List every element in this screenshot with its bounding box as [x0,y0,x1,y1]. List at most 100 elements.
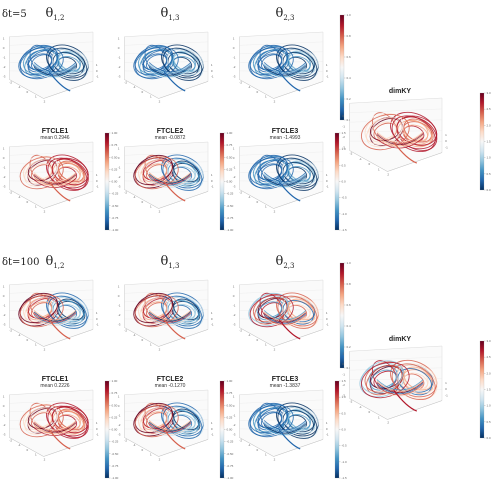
x-axis-line [124,437,159,457]
colorbar-gradient [339,262,345,369]
trajectory-strand [376,384,424,396]
x-tick-label: 2 [44,99,46,103]
colorbar-tick-label: 2.0 [487,371,492,375]
colorbar-gradient [479,340,485,439]
z-tick-label: 1 [118,147,120,151]
y-tick-label: -1 [326,75,329,79]
x-tick-label: -1 [248,85,251,89]
y-tick-label: -1 [326,323,329,327]
trajectory-strand [148,64,192,75]
colorbar-tick-label: 0.00 [112,180,118,184]
x-tick-label: 0 [369,162,371,166]
x-tick-label: 2 [159,209,161,213]
z-tick-label: 1 [342,351,344,355]
trajectory-strand [148,316,192,327]
colorbar-tick-label: 1.5 [487,140,492,144]
attractor-trajectory [359,111,438,164]
colorbar-tick-label: 3.0 [487,91,492,95]
z-tick-label: -3 [342,145,345,149]
trajectory-loop [134,404,179,438]
colorbar-tick-label: -1.00 [112,476,119,480]
x-tick-label: -2 [9,328,12,332]
x-tick-label: -2 [124,190,127,194]
x-tick-label: 2 [387,421,389,425]
colorbar-tick-label: -0.25 [227,440,234,444]
panel-title: θ1,2 [46,6,65,22]
z-tick-label: -2 [118,175,121,179]
trajectory-loop [167,410,199,435]
trajectory-strand [263,421,307,432]
trajectory-strand [148,66,192,77]
colorbar-tick-label: 0.25 [112,167,118,171]
attractor-trajectory [248,292,319,340]
y-tick-label: -1 [211,433,214,437]
trajectory-strand [263,316,307,327]
panel-dimky: dimKY -2 -1 0 1 2 -3 -2 -1 0 1 -1 0 1 3.0 2.5 2.0 1.5 1.0 0… [342,88,491,192]
trajectory-loop [360,112,404,146]
z-tick-label: -1 [233,56,236,60]
panel-mean-label: mean -0.0872 [155,135,186,141]
trajectory-strand [376,382,424,395]
z-tick-label: -2 [3,65,6,69]
trajectory-strand [263,66,307,77]
trajectory-strand [148,420,192,431]
row-label: δt=100 [2,257,40,268]
trajectory-strand [263,423,307,434]
panel-23: θ2,3-2-1012-3-2-101-1011.00.80.60.40.20.… [233,6,351,122]
z-tick-label: -1 [233,414,236,418]
x-tick-label: -1 [133,195,136,199]
z-tick-label: 1 [233,37,235,41]
trajectory-strand [33,316,77,327]
trajectory-tail [278,181,301,202]
trajectory-loop [282,162,314,187]
colorbar-tick-label: -1.00 [227,476,234,480]
panel-title: dimKY [389,88,412,95]
z-tick-label: 1 [233,147,235,151]
x-tick-label: 2 [274,347,276,351]
colorbar-gradient [339,14,345,121]
z-tick-label: -1 [118,304,121,308]
x-tick-label: -2 [9,190,12,194]
trajectory-loop [134,46,179,80]
trajectory-strand [33,426,77,437]
colorbar-tick-label: -0.25 [227,192,234,196]
z-tick-label: -1 [342,372,345,376]
panel-title-subscript: 1,3 [168,14,179,22]
y-tick-label: -1 [96,185,99,189]
x-axis-line [124,327,159,347]
trajectory-loop [360,360,404,394]
colorbar-tick-label: 0.6 [347,55,352,59]
z-tick-label: 0 [3,46,5,50]
y-tick-label: 0 [445,387,447,391]
z-tick-label: 0 [118,46,120,50]
colorbar-tick-label: 1.0 [342,395,347,399]
z-tick-label: 0 [3,404,5,408]
trajectory-loop [249,294,294,328]
colorbar-tick-label: -0.75 [227,216,234,220]
z-tick-label: -1 [342,124,345,128]
colorbar-tick-label: 1.00 [112,131,118,135]
trajectory-strand [33,63,77,74]
x-tick-label: -1 [133,443,136,447]
colorbar-tick-label: 0.25 [227,167,233,171]
z-tick-label: 1 [3,147,5,151]
colorbar: 1.00 0.75 0.50 0.25 0.00 -0.25 -0.50 -0.75 -1.00 [219,379,234,480]
colorbar: 1.00 0.75 0.50 0.25 0.00 -0.25 -0.50 -0.75 -1.00 [219,131,234,232]
y-tick-label: 1 [326,173,328,177]
x-axis-line [124,189,159,209]
attractor-trajectory [133,44,204,92]
attractor-trajectory [248,154,319,202]
x-tick-label: -2 [124,328,127,332]
trajectory-strand [148,173,192,184]
y-tick-label: 1 [211,311,213,315]
colorbar-tick-label: 0.75 [112,143,118,147]
x-tick-label: 1 [378,167,380,171]
colorbar-tick-label: 0.2 [347,97,352,101]
x-tick-label: -2 [350,152,353,156]
colorbar-tick-label: 0.0 [342,428,347,432]
y-tick-label: 1 [445,381,447,385]
y-tick-label: -1 [96,433,99,437]
